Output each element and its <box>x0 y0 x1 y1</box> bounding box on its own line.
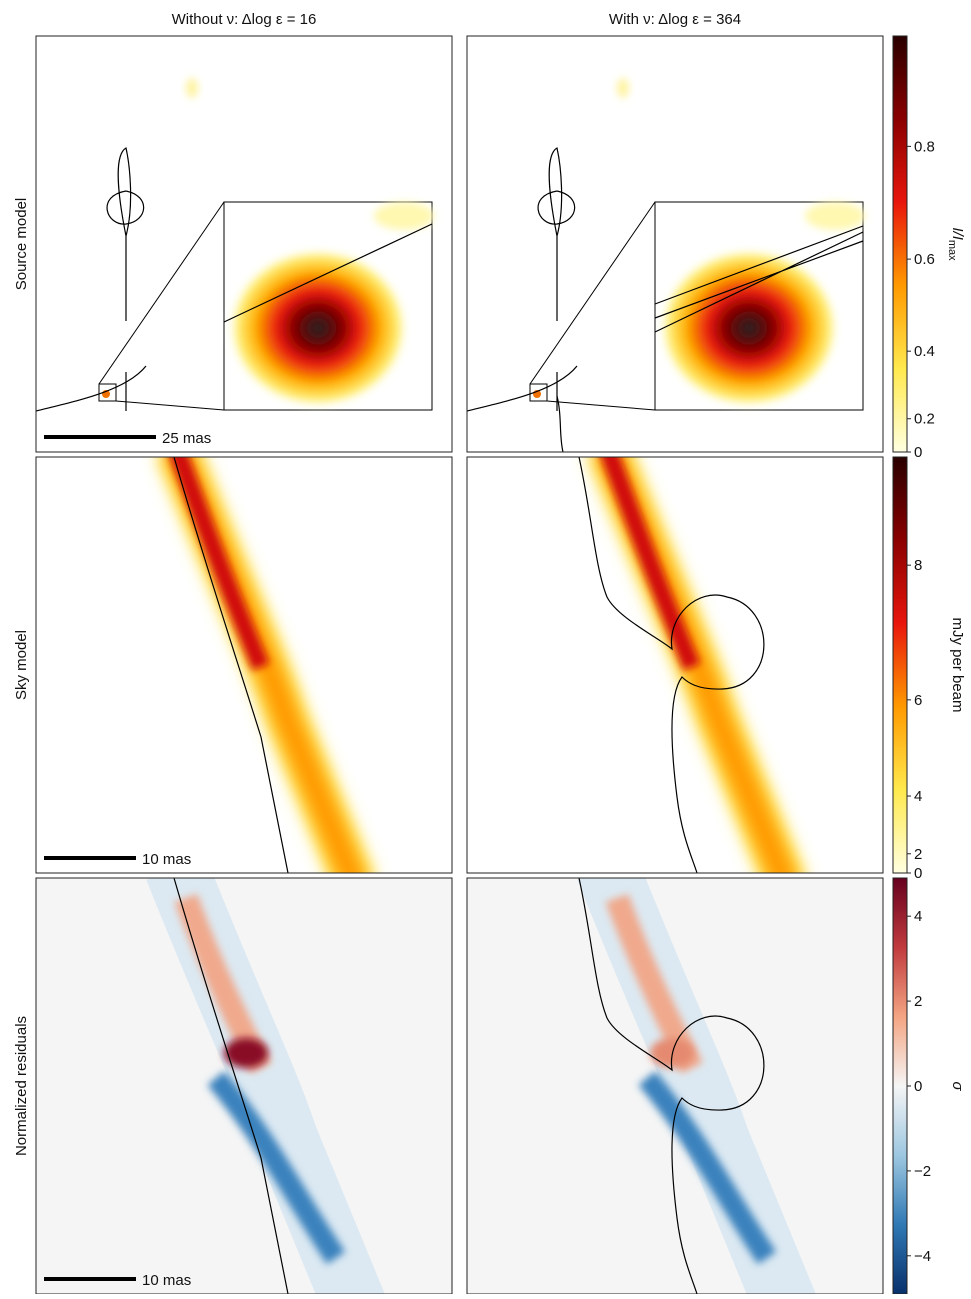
column-title: With ν: Δlog ε = 364 <box>609 11 741 28</box>
colorbar-tick-label: 2 <box>914 846 922 863</box>
caustic <box>467 147 578 412</box>
residual-peak <box>224 1038 268 1068</box>
caustic <box>578 878 765 1294</box>
image <box>467 36 883 452</box>
row-label: Source model <box>13 198 30 291</box>
colorbar-label: mJy per beam <box>949 617 966 712</box>
colorbar-tick-label: 4 <box>914 908 922 925</box>
colorbar <box>892 877 908 1295</box>
panel: 10 mas <box>35 456 453 874</box>
panel <box>466 877 884 1295</box>
inset-caustic <box>654 225 864 333</box>
faint-source <box>617 78 629 98</box>
caustic <box>173 457 289 873</box>
image <box>36 36 452 452</box>
panel <box>466 35 884 453</box>
colorbar-tick-label: 0 <box>914 444 922 461</box>
image <box>467 878 883 1294</box>
colorbar-tick-label: −4 <box>914 1248 931 1265</box>
residual-neg <box>638 1070 777 1265</box>
image <box>36 878 452 1294</box>
inset-box <box>529 383 548 402</box>
panel-border <box>466 35 884 453</box>
colorbar-tick-label: 0.8 <box>914 138 935 155</box>
inset-connector <box>115 400 225 411</box>
colorbar <box>892 456 908 874</box>
panel-border <box>35 456 453 874</box>
panel-border <box>466 456 884 874</box>
image <box>36 457 452 873</box>
colorbar-tick-label: 8 <box>914 557 922 574</box>
colorbar-tick-label: 0.4 <box>914 343 935 360</box>
caustic <box>173 878 289 1294</box>
colorbar-tick-label: 2 <box>914 993 922 1010</box>
colorbar-label: σ <box>949 1081 966 1091</box>
inset-connector <box>529 201 656 385</box>
colorbar-tick-label: −2 <box>914 1163 931 1180</box>
row-label: Normalized residuals <box>13 1016 30 1156</box>
panel: 10 mas <box>35 877 453 1295</box>
colorbar-tick-label: 0.2 <box>914 411 935 428</box>
caustic <box>556 395 564 452</box>
faint-source <box>186 78 198 98</box>
scale-bar-label: 25 mas <box>162 430 211 447</box>
inset-source <box>228 248 408 408</box>
inset-connector <box>546 400 656 411</box>
inset-source <box>659 248 839 408</box>
colorbar-label-sub: max <box>946 240 958 261</box>
residual-neg <box>207 1070 346 1265</box>
colorbar-tick-label: 0.6 <box>914 251 935 268</box>
inset-glow <box>374 202 434 230</box>
colorbar-tick-label: 0 <box>914 1078 922 1095</box>
colorbar-label: I/Imax <box>946 227 966 261</box>
inset-glow <box>805 202 865 230</box>
image <box>467 457 883 873</box>
colorbar <box>892 35 908 453</box>
panel: 25 mas <box>35 35 453 453</box>
panel-border <box>35 35 453 453</box>
colorbar-tick-label: 0 <box>914 865 922 882</box>
scale-bar-label: 10 mas <box>142 1272 191 1289</box>
inset-connector <box>98 201 225 385</box>
inset-caustic <box>223 223 433 323</box>
colorbar-tick-label: 6 <box>914 692 922 709</box>
caustic <box>578 457 765 873</box>
column-title: Without ν: Δlog ε = 16 <box>172 11 317 28</box>
colorbar-label-main: mJy per beam <box>949 617 966 712</box>
panel <box>466 456 884 874</box>
arc-core <box>601 457 701 671</box>
inset-box <box>98 383 117 402</box>
colorbar-label-main: I/I <box>949 227 966 240</box>
arc-core <box>170 457 270 671</box>
colorbar-label-main: σ <box>949 1081 966 1091</box>
colorbar-tick-label: 4 <box>914 788 922 805</box>
scale-bar-label: 10 mas <box>142 851 191 868</box>
caustic <box>36 147 147 412</box>
row-label: Sky model <box>13 630 30 700</box>
